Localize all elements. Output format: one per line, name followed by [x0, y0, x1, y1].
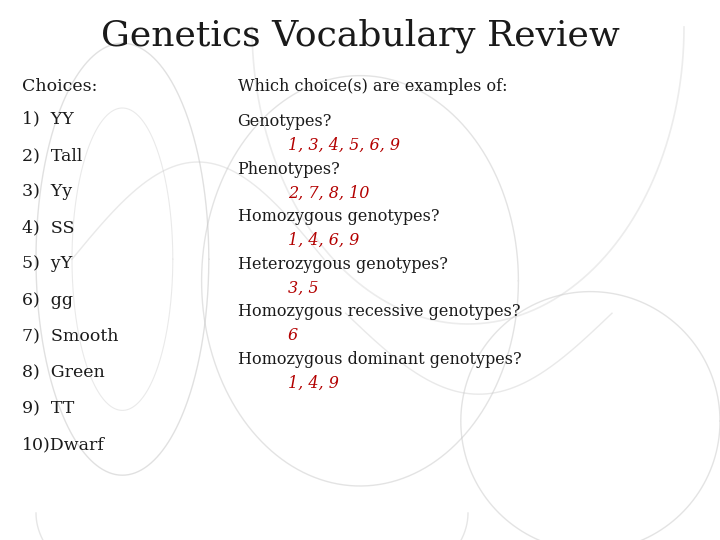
Text: 3)  Yy: 3) Yy: [22, 183, 72, 200]
Text: 4)  SS: 4) SS: [22, 219, 74, 236]
Text: 1, 3, 4, 5, 6, 9: 1, 3, 4, 5, 6, 9: [288, 137, 400, 154]
Text: 1, 4, 9: 1, 4, 9: [288, 375, 339, 392]
Text: 1, 4, 6, 9: 1, 4, 6, 9: [288, 232, 359, 249]
Text: 9)  TT: 9) TT: [22, 400, 74, 417]
Text: 3, 5: 3, 5: [288, 280, 318, 296]
Text: Heterozygous genotypes?: Heterozygous genotypes?: [238, 256, 447, 273]
Text: 1)  YY: 1) YY: [22, 111, 73, 127]
Text: Homozygous recessive genotypes?: Homozygous recessive genotypes?: [238, 303, 520, 320]
Text: Genotypes?: Genotypes?: [238, 113, 332, 130]
Text: 5)  yY: 5) yY: [22, 255, 72, 272]
Text: 10)Dwarf: 10)Dwarf: [22, 436, 104, 453]
Text: Homozygous genotypes?: Homozygous genotypes?: [238, 208, 439, 225]
Text: Genetics Vocabulary Review: Genetics Vocabulary Review: [101, 19, 619, 53]
Text: 6)  gg: 6) gg: [22, 292, 73, 308]
Text: 7)  Smooth: 7) Smooth: [22, 328, 118, 345]
Text: 2)  Tall: 2) Tall: [22, 147, 82, 164]
Text: Homozygous dominant genotypes?: Homozygous dominant genotypes?: [238, 351, 521, 368]
Text: Phenotypes?: Phenotypes?: [238, 161, 341, 178]
Text: Choices:: Choices:: [22, 78, 97, 95]
Text: 6: 6: [288, 327, 298, 344]
Text: Which choice(s) are examples of:: Which choice(s) are examples of:: [238, 78, 507, 95]
Text: 2, 7, 8, 10: 2, 7, 8, 10: [288, 185, 369, 201]
Text: 8)  Green: 8) Green: [22, 364, 104, 381]
